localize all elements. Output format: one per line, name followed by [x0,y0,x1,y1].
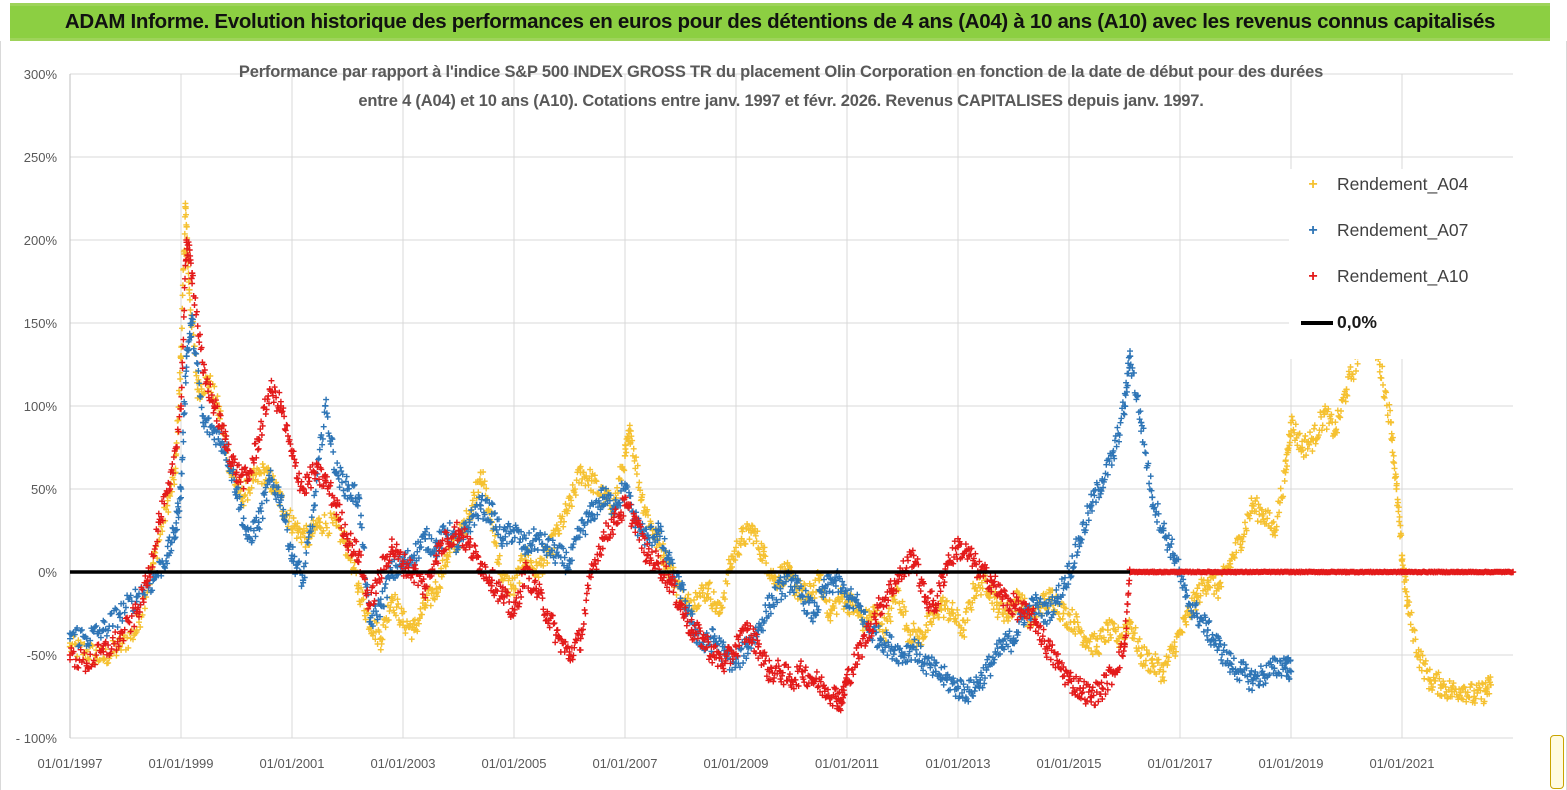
x-tick-label: 01/01/2007 [592,756,657,771]
report-title: ADAM Informe. Evolution historique des p… [64,10,1496,33]
x-axis-ticks: 01/01/1997 01/01/1999 01/01/2001 01/01/2003… [37,756,1434,771]
data-point [344,535,351,542]
legend-item-a04: + Rendement_A04 [1289,174,1468,195]
legend-label-a07: Rendement_A07 [1337,220,1469,240]
data-point [1204,626,1211,634]
data-point [433,552,440,559]
gridlines [69,73,1513,739]
data-point [777,585,784,592]
data-point [388,543,396,551]
data-point [433,543,440,551]
x-tick-label: 01/01/2003 [370,756,435,771]
x-tick-label: 01/01/2013 [925,756,990,771]
y-tick-label: 200% [24,233,58,248]
data-point [693,593,701,601]
data-point [1137,651,1145,659]
legend-item-a10: + Rendement_A10 [1289,266,1468,287]
data-point [621,452,629,459]
legend-label-zero: 0,0% [1337,312,1377,332]
data-point [255,519,262,526]
legend-marker-a04: + [1308,175,1318,193]
data-point [1137,419,1145,426]
point-cloud [67,312,1294,705]
data-point [222,436,229,443]
data-point [577,635,584,642]
chart-title-line1: Performance par rapport à l'indice S&P 5… [238,63,1324,81]
series-Rendement_A07 [66,312,1295,705]
x-tick-label: 01/01/2009 [703,756,768,771]
y-tick-label: 50% [31,482,57,497]
x-tick-label: 01/01/2015 [1036,756,1101,771]
data-point [644,552,651,559]
legend-label-a10: Rendement_A10 [1337,266,1469,286]
x-tick-label: 01/01/2017 [1147,756,1212,771]
chart-area: - 100% -50% 0% 50% 100% 150% 200% 250% 300% 01/0… [0,41,1567,790]
y-axis-ticks: - 100% -50% 0% 50% 100% 150% 200% 250% 300% [16,67,58,746]
report-banner: ADAM Informe. Evolution historique des p… [10,3,1550,41]
chart-legend: + Rendement_A04 + Rendement_A07 + Rendem… [1289,169,1519,359]
legend-marker-a10: + [1308,267,1318,285]
x-tick-label: 01/01/1997 [37,756,102,771]
y-tick-label: 300% [24,67,58,82]
data-point [150,577,157,584]
legend-item-zero: 0,0% [1289,312,1377,333]
x-tick-label: 01/01/1999 [148,756,213,771]
series-Rendement_A04 [66,200,1494,707]
legend-line-zero [1301,320,1333,325]
data-point [183,353,190,360]
data-point [1149,494,1156,501]
y-tick-label: -50% [27,648,58,663]
legend-item-a07: + Rendement_A07 [1289,220,1468,241]
y-tick-label: 0% [38,565,57,580]
x-tick-label: 01/01/2011 [815,756,879,771]
x-tick-label: 01/01/2021 [1369,756,1434,771]
x-tick-label: 01/01/2019 [1258,756,1323,771]
scatter-chart: - 100% -50% 0% 50% 100% 150% 200% 250% 300% 01/0… [16,67,1517,771]
y-tick-label: - 100% [16,731,58,746]
data-point [1099,685,1106,692]
y-tick-label: 250% [24,150,58,165]
chart-title-line2: entre 4 (A04) et 10 ans (A10). Cotations… [358,92,1204,110]
scroll-handle[interactable] [1550,735,1564,789]
y-tick-label: 100% [24,399,58,414]
y-tick-label: 150% [24,316,58,331]
x-tick-label: 01/01/2005 [481,756,546,771]
point-cloud [67,200,1494,707]
legend-marker-a07: + [1308,221,1318,239]
x-tick-label: 01/01/2001 [259,756,324,771]
series-points [66,200,1517,714]
legend-label-a04: Rendement_A04 [1337,174,1469,194]
